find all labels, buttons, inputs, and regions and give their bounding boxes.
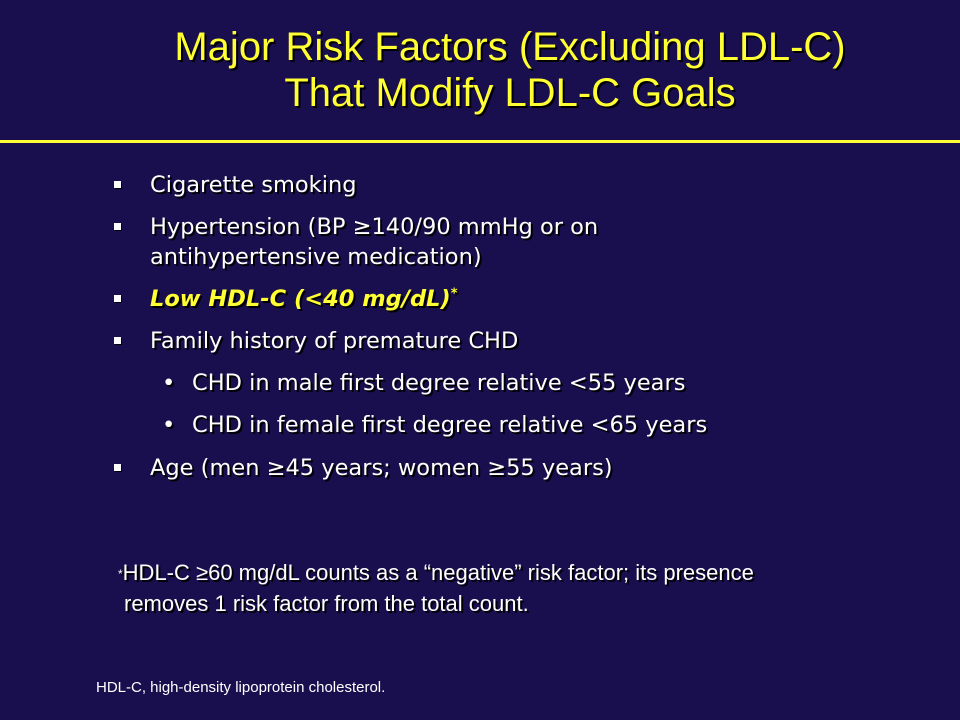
footnote-text-2: removes 1 risk factor from the total cou…	[118, 588, 918, 619]
list-item-text: Age (men ≥45 years; women ≥55 years)	[150, 453, 870, 483]
list-item-text: Hypertension (BP ≥140/90 mmHg or on anti…	[150, 212, 710, 272]
footnote: *HDL-C ≥60 mg/dL counts as a “negative” …	[118, 557, 918, 619]
square-bullet-icon	[114, 295, 121, 302]
square-bullet-icon	[114, 464, 121, 471]
round-bullet-icon: •	[162, 368, 182, 398]
slide-title: Major Risk Factors (Excluding LDL-C) Tha…	[60, 24, 960, 116]
square-bullet-icon	[114, 181, 121, 188]
title-divider	[0, 140, 960, 143]
square-bullet-icon	[114, 337, 121, 344]
highlight-text: Low HDL-C (<40 mg/dL)	[150, 286, 451, 312]
footnote-marker: *	[451, 287, 458, 302]
abbreviation-note: HDL-C, high-density lipoprotein choleste…	[96, 679, 385, 696]
list-item-text: Low HDL-C (<40 mg/dL)*	[150, 284, 870, 314]
slide-title-line-1: Major Risk Factors (Excluding LDL-C)	[60, 24, 960, 70]
footnote-text-1: HDL-C ≥60 mg/dL counts as a “negative” r…	[123, 560, 754, 585]
list-item-text: Family history of premature CHD	[150, 326, 870, 356]
sub-list-item-text: CHD in male first degree relative <55 ye…	[192, 368, 862, 398]
footnote-asterisk: *	[118, 567, 123, 581]
slide-title-line-2: That Modify LDL-C Goals	[60, 70, 960, 116]
sub-list-item-text: CHD in female first degree relative <65 …	[192, 410, 862, 440]
square-bullet-icon	[114, 223, 121, 230]
list-item-text: Cigarette smoking	[150, 170, 870, 200]
footnote-line-1: *HDL-C ≥60 mg/dL counts as a “negative” …	[118, 557, 918, 588]
round-bullet-icon: •	[162, 410, 182, 440]
